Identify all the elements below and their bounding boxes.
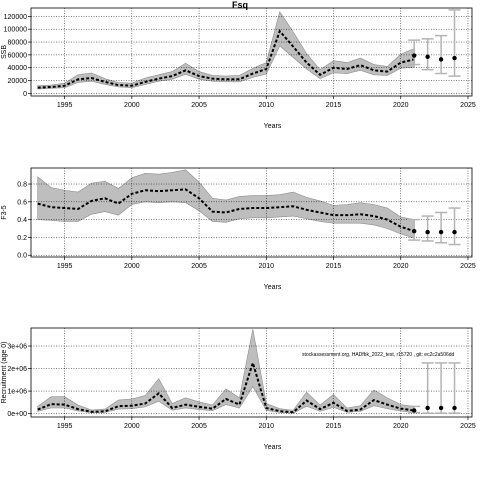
fbar-x-tick-label: 2020 bbox=[393, 263, 409, 270]
ssb-y-tick-label: 60000 bbox=[8, 52, 28, 59]
recruitment-x-tick-label: 2020 bbox=[393, 423, 409, 430]
ssb-confidence-band bbox=[37, 11, 415, 90]
fbar-forecast-point bbox=[438, 229, 444, 235]
fbar-y-axis-title: F3-5 bbox=[1, 205, 8, 220]
fbar-confidence-band bbox=[37, 169, 415, 239]
recruitment-y-tick-label: 2e+06 bbox=[7, 366, 27, 373]
figure-title: Fsq bbox=[232, 0, 248, 10]
ssb-y-tick-label: 0 bbox=[23, 91, 27, 98]
fbar-x-tick-label: 2015 bbox=[326, 263, 342, 270]
fbar-y-tick-label: 0.6 bbox=[17, 199, 27, 206]
recruitment-y-axis-title: Recruitment (age 0) bbox=[1, 342, 8, 404]
fbar-x-tick-label: 2010 bbox=[259, 263, 275, 270]
fbar-y-tick-label: 0.2 bbox=[17, 235, 27, 242]
panel-ssb: 1995 2000 2005 2010 2015 2020 2025 0 20000 40000 6… bbox=[1, 7, 476, 130]
recruitment-y-tick-label: 1e+06 bbox=[7, 389, 27, 396]
ssb-y-tick-label: 120000 bbox=[4, 14, 27, 21]
recruitment-forecast-point bbox=[452, 405, 457, 411]
recruitment-x-tick-label: 2010 bbox=[259, 423, 275, 430]
ssb-x-tick-label: 2000 bbox=[124, 102, 140, 109]
source-annotation: stockassessment.org, HADfbk_2022_test, r… bbox=[302, 352, 455, 358]
recruitment-x-tick-label: 1995 bbox=[57, 423, 73, 430]
ssb-x-tick-label: 2005 bbox=[191, 102, 207, 109]
recruitment-estimate-line bbox=[37, 359, 415, 414]
recruitment-x-tick-label: 2000 bbox=[124, 423, 140, 430]
ssb-x-tick-label: 2010 bbox=[259, 102, 275, 109]
recruitment-confidence-band bbox=[37, 329, 415, 414]
fbar-forecast-point bbox=[452, 229, 457, 235]
ssb-x-tick-label: 2020 bbox=[393, 102, 409, 109]
recruitment-y-tick-label: 0e+00 bbox=[7, 411, 27, 418]
fbar-x-tick-label: 2025 bbox=[460, 263, 476, 270]
ssb-forecast-point bbox=[425, 54, 430, 60]
recruitment-x-tick-label: 2025 bbox=[460, 423, 476, 430]
ssb-y-tick-label: 40000 bbox=[8, 65, 28, 72]
fbar-y-tick-label: 0.0 bbox=[17, 253, 27, 260]
ssb-x-tick-label: 2025 bbox=[460, 102, 476, 109]
recruitment-forecast-point bbox=[411, 408, 417, 413]
fbar-x-tick-label: 2000 bbox=[124, 263, 140, 270]
ssb-x-tick-label: 1995 bbox=[57, 102, 73, 109]
fbar-estimate-line bbox=[37, 188, 415, 233]
recruitment-x-tick-label: 2015 bbox=[326, 423, 342, 430]
fbar-x-axis-title: Years bbox=[264, 284, 282, 291]
ssb-y-tick-label: 80000 bbox=[8, 40, 28, 47]
fbar-x-tick-label: 1995 bbox=[57, 263, 73, 270]
recruitment-forecast-point bbox=[425, 405, 430, 411]
fbar-y-tick-label: 0.4 bbox=[17, 217, 27, 224]
panel-fbar: 1995 2000 2005 2010 2015 2020 2025 0.0 0.2 0.4 0.6… bbox=[1, 167, 476, 291]
fbar-y-tick-label: 0.8 bbox=[17, 182, 27, 189]
recruitment-y-tick-label: 3e+06 bbox=[7, 344, 27, 351]
fbar-forecast-point bbox=[425, 229, 430, 235]
panel-recruitment: 1995 2000 2005 2010 2015 2020 2025 0e+00 1e+06 2e… bbox=[1, 327, 476, 451]
ssb-forecast-point bbox=[438, 57, 444, 62]
ssb-y-tick-label: 20000 bbox=[8, 78, 28, 85]
recruitment-plot-frame bbox=[30, 327, 473, 418]
recruitment-x-tick-label: 2005 bbox=[191, 423, 207, 430]
recruitment-forecast-point bbox=[438, 405, 444, 411]
recruitment-x-axis-title: Years bbox=[264, 444, 282, 451]
ssb-forecast-point bbox=[452, 55, 457, 61]
fbar-forecast-point bbox=[411, 228, 417, 234]
ssb-forecast-point bbox=[411, 53, 417, 58]
ssb-x-axis-title: Years bbox=[264, 123, 282, 130]
fbar-plot-frame bbox=[30, 167, 473, 258]
fbar-x-tick-label: 2005 bbox=[191, 263, 207, 270]
ssb-x-tick-label: 2015 bbox=[326, 102, 342, 109]
ssb-y-tick-label: 100000 bbox=[4, 27, 27, 34]
ssb-y-axis-title: SSB bbox=[1, 45, 8, 59]
ssb-plot-frame bbox=[30, 7, 473, 97]
